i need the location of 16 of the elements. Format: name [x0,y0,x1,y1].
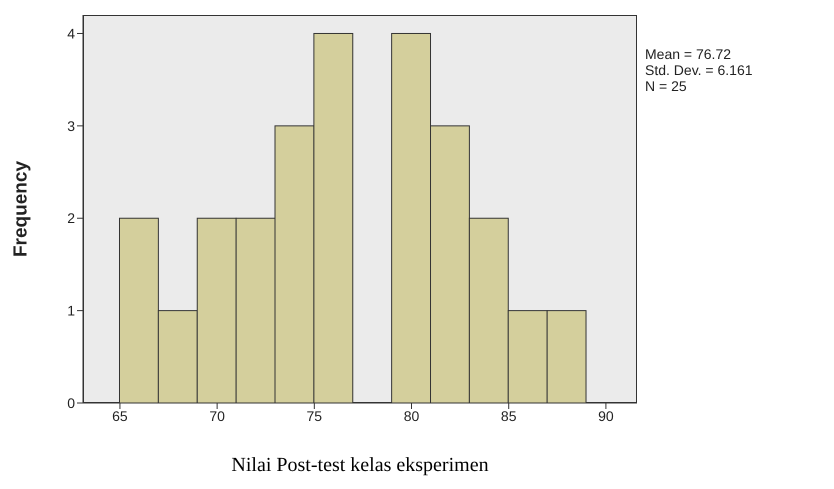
x-tick-label: 75 [306,408,322,424]
y-tick-label: 1 [67,302,76,319]
x-tick-label: 70 [209,408,226,424]
y-tick-label: 4 [67,25,76,42]
text: Std. Dev. = 6.161 [645,62,753,78]
y-tick-label: 2 [67,210,76,226]
text: Mean = 76.72 [645,46,732,62]
y-tick-label: 0 [67,394,76,411]
text: N = 25 [645,78,688,94]
x-tick-label: 85 [500,408,517,424]
x-tick-label: 65 [112,408,128,424]
y-axis-title: Frequency [10,160,32,258]
x-axis-title: Nilai Post-test kelas eksperimen [231,454,489,476]
x-tick-label: 90 [598,408,614,424]
y-tick-label: 3 [67,118,76,134]
x-tick-label: 80 [404,408,420,424]
